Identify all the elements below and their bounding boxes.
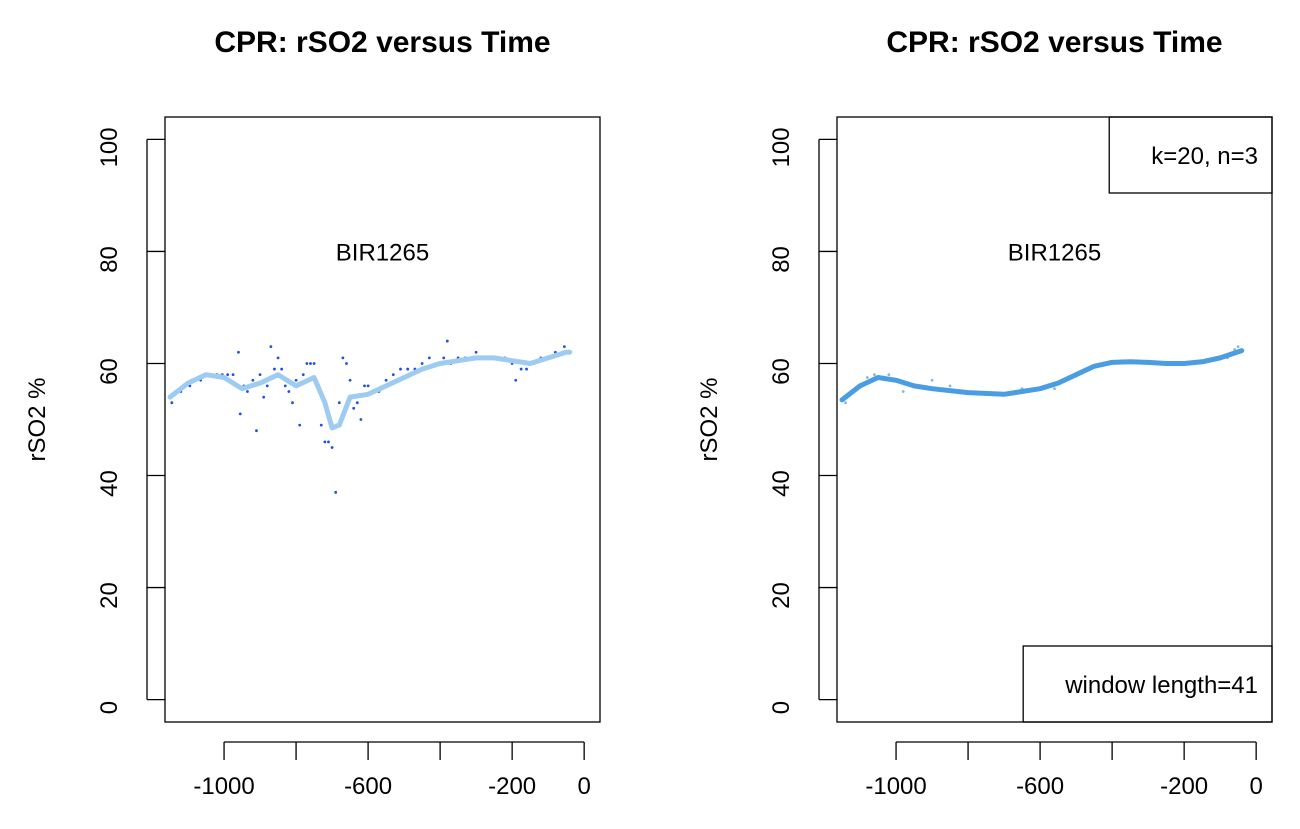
data-point — [1053, 387, 1056, 391]
data-point — [273, 367, 276, 371]
panel: CPR: rSO2 versus Time rSO2 % 0 20 40 60 80 100 -… — [696, 26, 1273, 800]
y-axis-label: rSO2 % — [24, 377, 51, 461]
data-point — [305, 362, 309, 365]
data-point — [298, 423, 302, 427]
x-tick-label: -200 — [488, 773, 536, 800]
data-point — [391, 373, 395, 377]
y-tick-label: 40 — [768, 470, 795, 497]
data-point — [420, 362, 424, 365]
x-tick-label: -600 — [1016, 773, 1064, 800]
data-point — [226, 373, 230, 377]
data-point — [312, 362, 316, 365]
data-point — [525, 367, 528, 371]
data-point — [170, 401, 174, 405]
data-point — [319, 423, 323, 427]
data-point — [562, 345, 566, 349]
data-point — [287, 390, 291, 393]
data-point — [269, 345, 273, 349]
y-tick-label: 0 — [768, 701, 795, 714]
data-point — [258, 373, 262, 377]
y-tick-label: 20 — [96, 582, 123, 609]
data-point — [265, 384, 269, 388]
data-point — [301, 373, 305, 377]
y-tick-label: 0 — [96, 701, 123, 714]
data-point — [1236, 345, 1240, 349]
data-point — [519, 367, 523, 371]
panel: CPR: rSO2 versus Time rSO2 % 0 20 40 60 80 100 -… — [24, 26, 601, 800]
data-point — [474, 350, 478, 354]
x-tick-label: -1000 — [193, 773, 254, 800]
smooth-line — [167, 349, 573, 431]
data-point — [348, 378, 352, 382]
plot-frame — [836, 116, 1273, 723]
data-point — [345, 362, 348, 365]
legend-text: window length=41 — [1064, 672, 1258, 699]
data-point — [355, 401, 359, 405]
chart-title: CPR: rSO2 versus Time — [886, 26, 1222, 59]
y-tick-label: 80 — [768, 246, 795, 273]
y-tick-label: 60 — [96, 358, 123, 385]
smooth-line — [839, 348, 1245, 403]
data-point — [442, 356, 446, 360]
data-point — [276, 356, 280, 360]
data-point — [238, 412, 242, 416]
data-point — [948, 384, 952, 388]
data-point — [291, 401, 294, 405]
y-tick-label: 100 — [96, 127, 123, 167]
data-point — [309, 362, 312, 365]
x-tick-label: -200 — [1160, 773, 1208, 800]
data-point — [237, 350, 240, 354]
data-point — [865, 376, 869, 379]
data-point — [930, 378, 934, 382]
data-point — [280, 367, 284, 371]
data-point — [262, 395, 266, 399]
x-tick-label: -1000 — [865, 773, 926, 800]
y-tick-label: 80 — [96, 246, 123, 273]
x-tick-label: 0 — [577, 773, 590, 800]
data-point — [327, 440, 330, 444]
data-point — [445, 339, 449, 343]
data-point — [901, 390, 905, 393]
annotation: BIR1265 — [336, 239, 429, 266]
data-point — [359, 418, 363, 421]
data-point — [887, 373, 891, 377]
x-tick-label: -600 — [344, 773, 392, 800]
y-tick-label: 100 — [768, 127, 795, 167]
data-point — [873, 373, 876, 377]
y-tick-label: 60 — [768, 358, 795, 385]
data-point — [844, 401, 848, 405]
data-point — [366, 384, 370, 388]
legend-text: k=20, n=3 — [1151, 143, 1258, 170]
data-point — [399, 367, 402, 371]
data-point — [384, 378, 388, 382]
y-tick-label: 40 — [96, 470, 123, 497]
data-point — [330, 446, 334, 449]
data-point — [283, 384, 287, 388]
data-point — [231, 373, 235, 377]
data-point — [337, 401, 341, 405]
data-point — [341, 356, 345, 360]
data-point — [251, 378, 255, 382]
x-tick-label: 0 — [1249, 773, 1262, 800]
data-point — [514, 378, 518, 382]
chart-title: CPR: rSO2 versus Time — [214, 26, 550, 59]
data-point — [294, 378, 298, 382]
data-point — [363, 384, 366, 388]
data-point — [323, 440, 327, 444]
y-tick-label: 20 — [768, 582, 795, 609]
data-point — [406, 367, 410, 371]
plot-frame — [164, 116, 601, 723]
data-point — [427, 356, 431, 360]
annotation: BIR1265 — [1008, 239, 1101, 266]
data-point — [255, 429, 258, 433]
data-point — [352, 406, 356, 410]
y-axis-label: rSO2 % — [696, 377, 723, 461]
data-point — [334, 490, 338, 494]
data-point — [246, 390, 249, 393]
